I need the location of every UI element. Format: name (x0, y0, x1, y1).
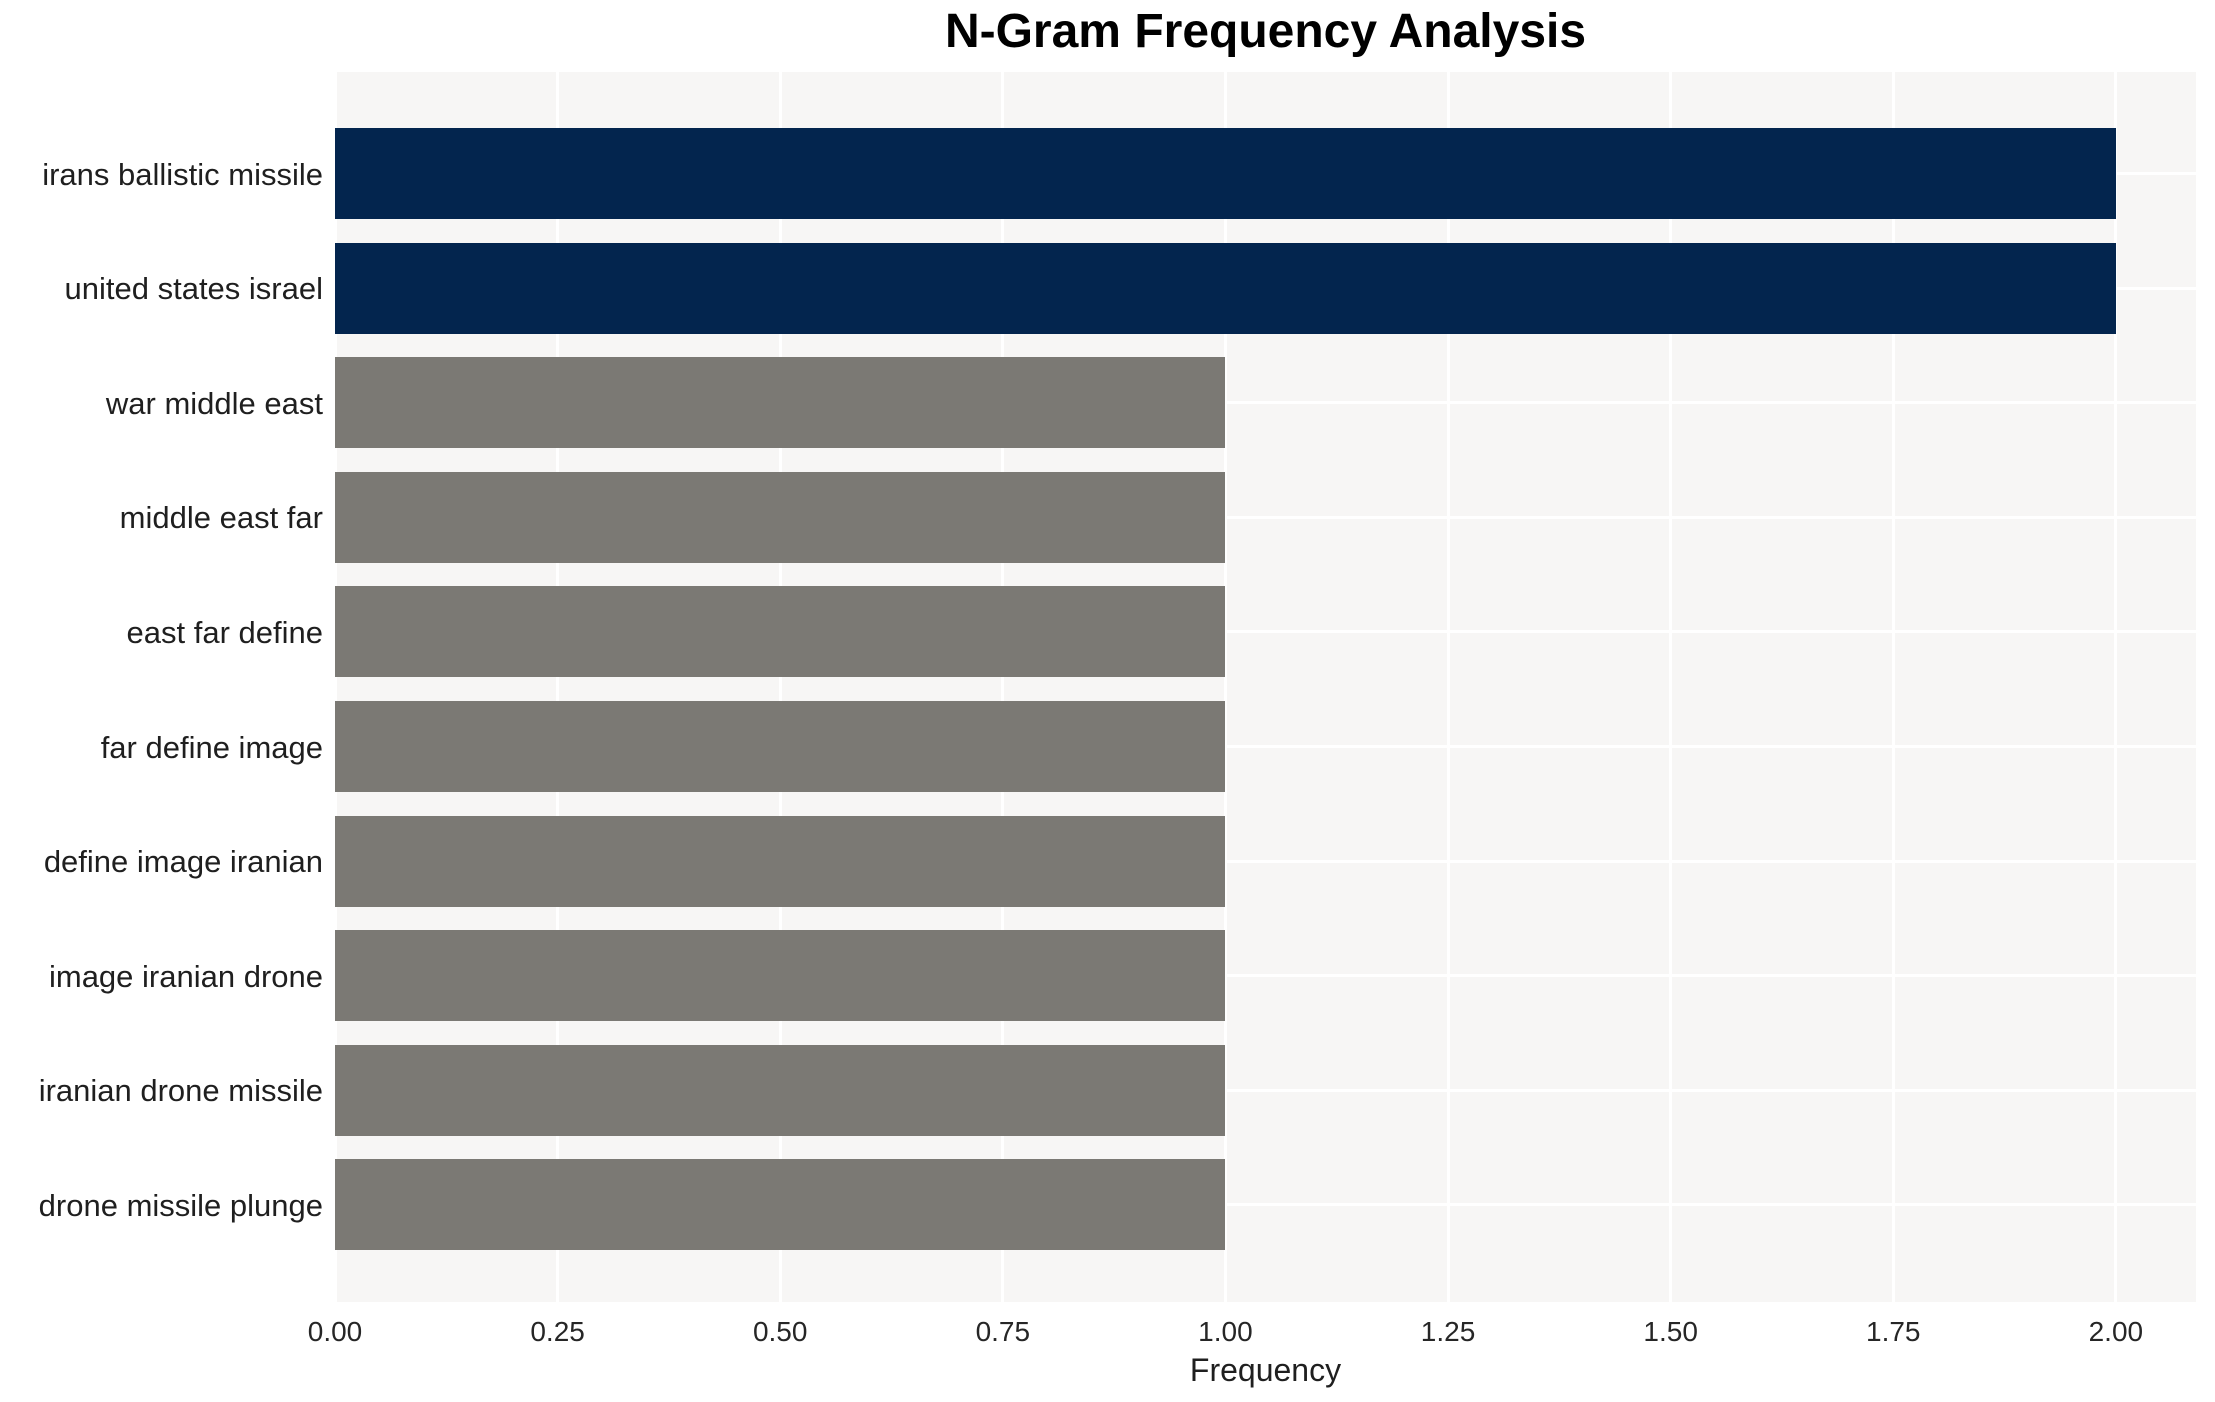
x-tick-label: 0.00 (307, 1316, 363, 1347)
y-tick-label: united states israel (64, 271, 323, 307)
bar (335, 586, 1226, 678)
horizontal-gridline (335, 1088, 2196, 1092)
vertical-gridline (333, 72, 337, 1302)
y-tick-label: middle east far (119, 500, 323, 536)
horizontal-gridline (335, 974, 2196, 978)
y-tick-label: war middle east (105, 385, 323, 421)
x-tick-label: 0.50 (752, 1316, 808, 1347)
x-tick-label: 1.25 (1420, 1316, 1476, 1347)
bar (335, 128, 2116, 219)
vertical-gridline (1001, 72, 1005, 1302)
horizontal-gridline (335, 745, 2196, 748)
y-tick-label: east far define (126, 614, 323, 650)
y-tick-label: irans ballistic missile (42, 156, 323, 192)
vertical-gridline (2114, 72, 2118, 1302)
bar (335, 357, 1226, 449)
bar (335, 1159, 1226, 1251)
y-tick-label: define image iranian (43, 844, 323, 880)
y-tick-label: image iranian drone (48, 958, 323, 994)
x-tick-label: 2.00 (2088, 1316, 2144, 1347)
x-tick-label: 1.50 (1643, 1316, 1698, 1347)
horizontal-gridline (335, 515, 2196, 519)
x-tick-label: 1.75 (1866, 1316, 1921, 1347)
horizontal-gridline (335, 859, 2196, 863)
bar (335, 242, 2116, 334)
x-tick-label: 0.75 (975, 1316, 1031, 1347)
plot-area (333, 72, 2196, 1302)
vertical-gridline (1446, 72, 1450, 1302)
horizontal-gridline (335, 1203, 2196, 1207)
bar (335, 930, 1226, 1022)
vertical-gridline (1891, 72, 1895, 1302)
y-tick-label: drone missile plunge (38, 1187, 323, 1223)
vertical-gridline (778, 72, 782, 1302)
x-tick-label: 0.25 (530, 1316, 585, 1347)
bar (335, 1044, 1226, 1136)
bar (335, 701, 1226, 792)
horizontal-gridline (335, 401, 2196, 405)
y-tick-label: far define image (100, 729, 323, 765)
x-axis-label: Frequency (1189, 1352, 1342, 1388)
y-tick-label: iranian drone missile (38, 1073, 323, 1109)
bar (335, 815, 1226, 907)
horizontal-gridline (335, 630, 2196, 634)
bar (335, 471, 1226, 563)
vertical-gridline (1669, 72, 1673, 1302)
vertical-gridline (556, 72, 560, 1302)
chart-title: N-Gram Frequency Analysis (944, 5, 1587, 58)
vertical-gridline (1223, 72, 1227, 1302)
x-tick-label: 1.00 (1198, 1316, 1253, 1347)
